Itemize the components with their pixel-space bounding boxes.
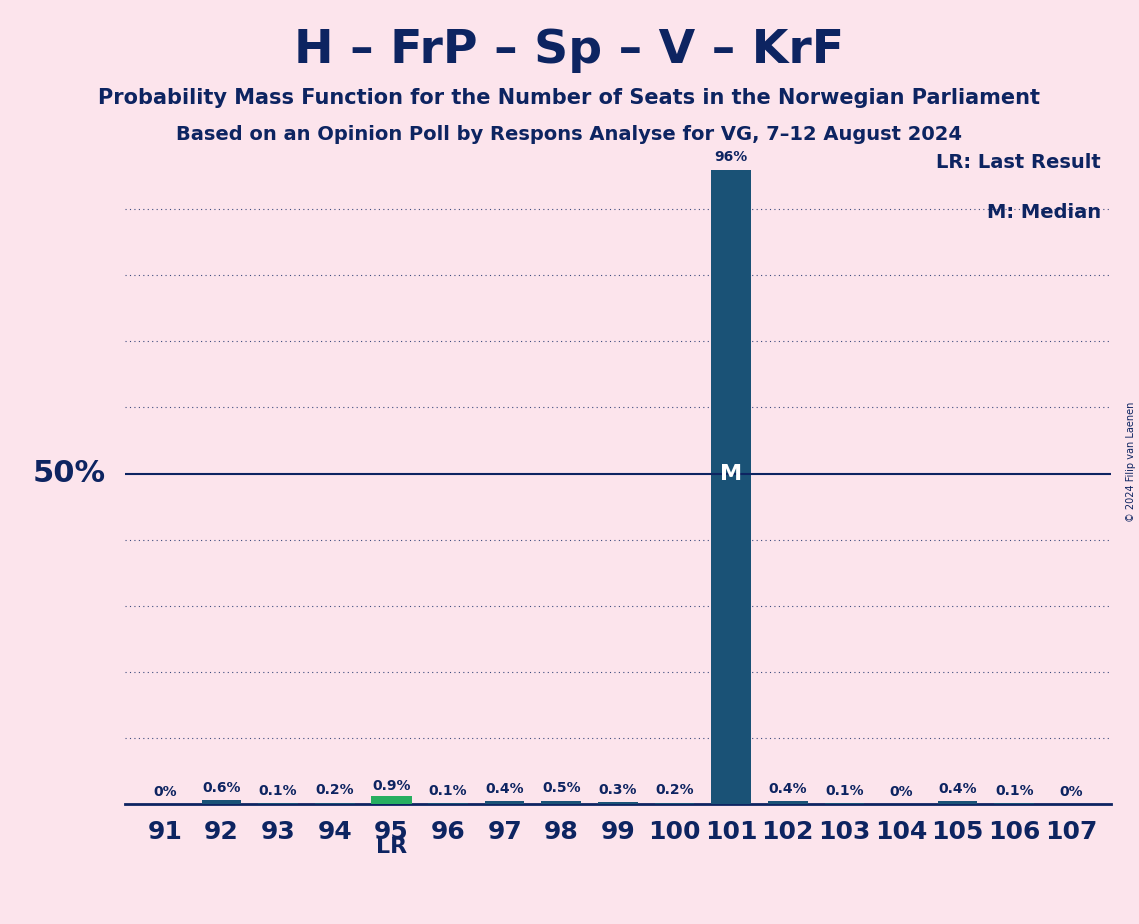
- Bar: [768, 801, 808, 804]
- Bar: [316, 803, 354, 804]
- Text: 0.1%: 0.1%: [995, 784, 1033, 798]
- Bar: [371, 798, 411, 804]
- Text: © 2024 Filip van Laenen: © 2024 Filip van Laenen: [1126, 402, 1136, 522]
- Text: Probability Mass Function for the Number of Seats in the Norwegian Parliament: Probability Mass Function for the Number…: [98, 88, 1041, 108]
- Text: LR: Last Result: LR: Last Result: [936, 153, 1100, 172]
- Bar: [937, 801, 977, 804]
- Text: 0.3%: 0.3%: [599, 783, 637, 796]
- Text: 50%: 50%: [32, 459, 106, 488]
- Bar: [598, 802, 638, 804]
- Bar: [541, 800, 581, 804]
- Text: 0.4%: 0.4%: [939, 782, 977, 796]
- Text: H – FrP – Sp – V – KrF: H – FrP – Sp – V – KrF: [295, 28, 844, 73]
- Text: 0.9%: 0.9%: [372, 779, 411, 793]
- Bar: [485, 801, 524, 804]
- Text: 0.4%: 0.4%: [485, 782, 524, 796]
- Text: 0.2%: 0.2%: [316, 784, 354, 797]
- Text: 0%: 0%: [1059, 784, 1083, 798]
- Bar: [655, 803, 695, 804]
- Text: 0.6%: 0.6%: [203, 781, 240, 795]
- Text: LR: LR: [376, 837, 407, 857]
- Text: Based on an Opinion Poll by Respons Analyse for VG, 7–12 August 2024: Based on an Opinion Poll by Respons Anal…: [177, 125, 962, 144]
- Text: 96%: 96%: [714, 151, 748, 164]
- Bar: [712, 170, 751, 804]
- Text: 0.1%: 0.1%: [825, 784, 863, 798]
- Bar: [371, 796, 412, 804]
- Text: 0%: 0%: [890, 784, 912, 798]
- Bar: [202, 800, 241, 804]
- Text: 0.4%: 0.4%: [769, 782, 808, 796]
- Text: 0.2%: 0.2%: [655, 784, 694, 797]
- Text: 0.1%: 0.1%: [428, 784, 467, 798]
- Text: 0%: 0%: [153, 784, 177, 798]
- Text: 0.1%: 0.1%: [259, 784, 297, 798]
- Text: M: Median: M: Median: [986, 202, 1100, 222]
- Text: 0.5%: 0.5%: [542, 782, 581, 796]
- Text: M: M: [720, 464, 743, 483]
